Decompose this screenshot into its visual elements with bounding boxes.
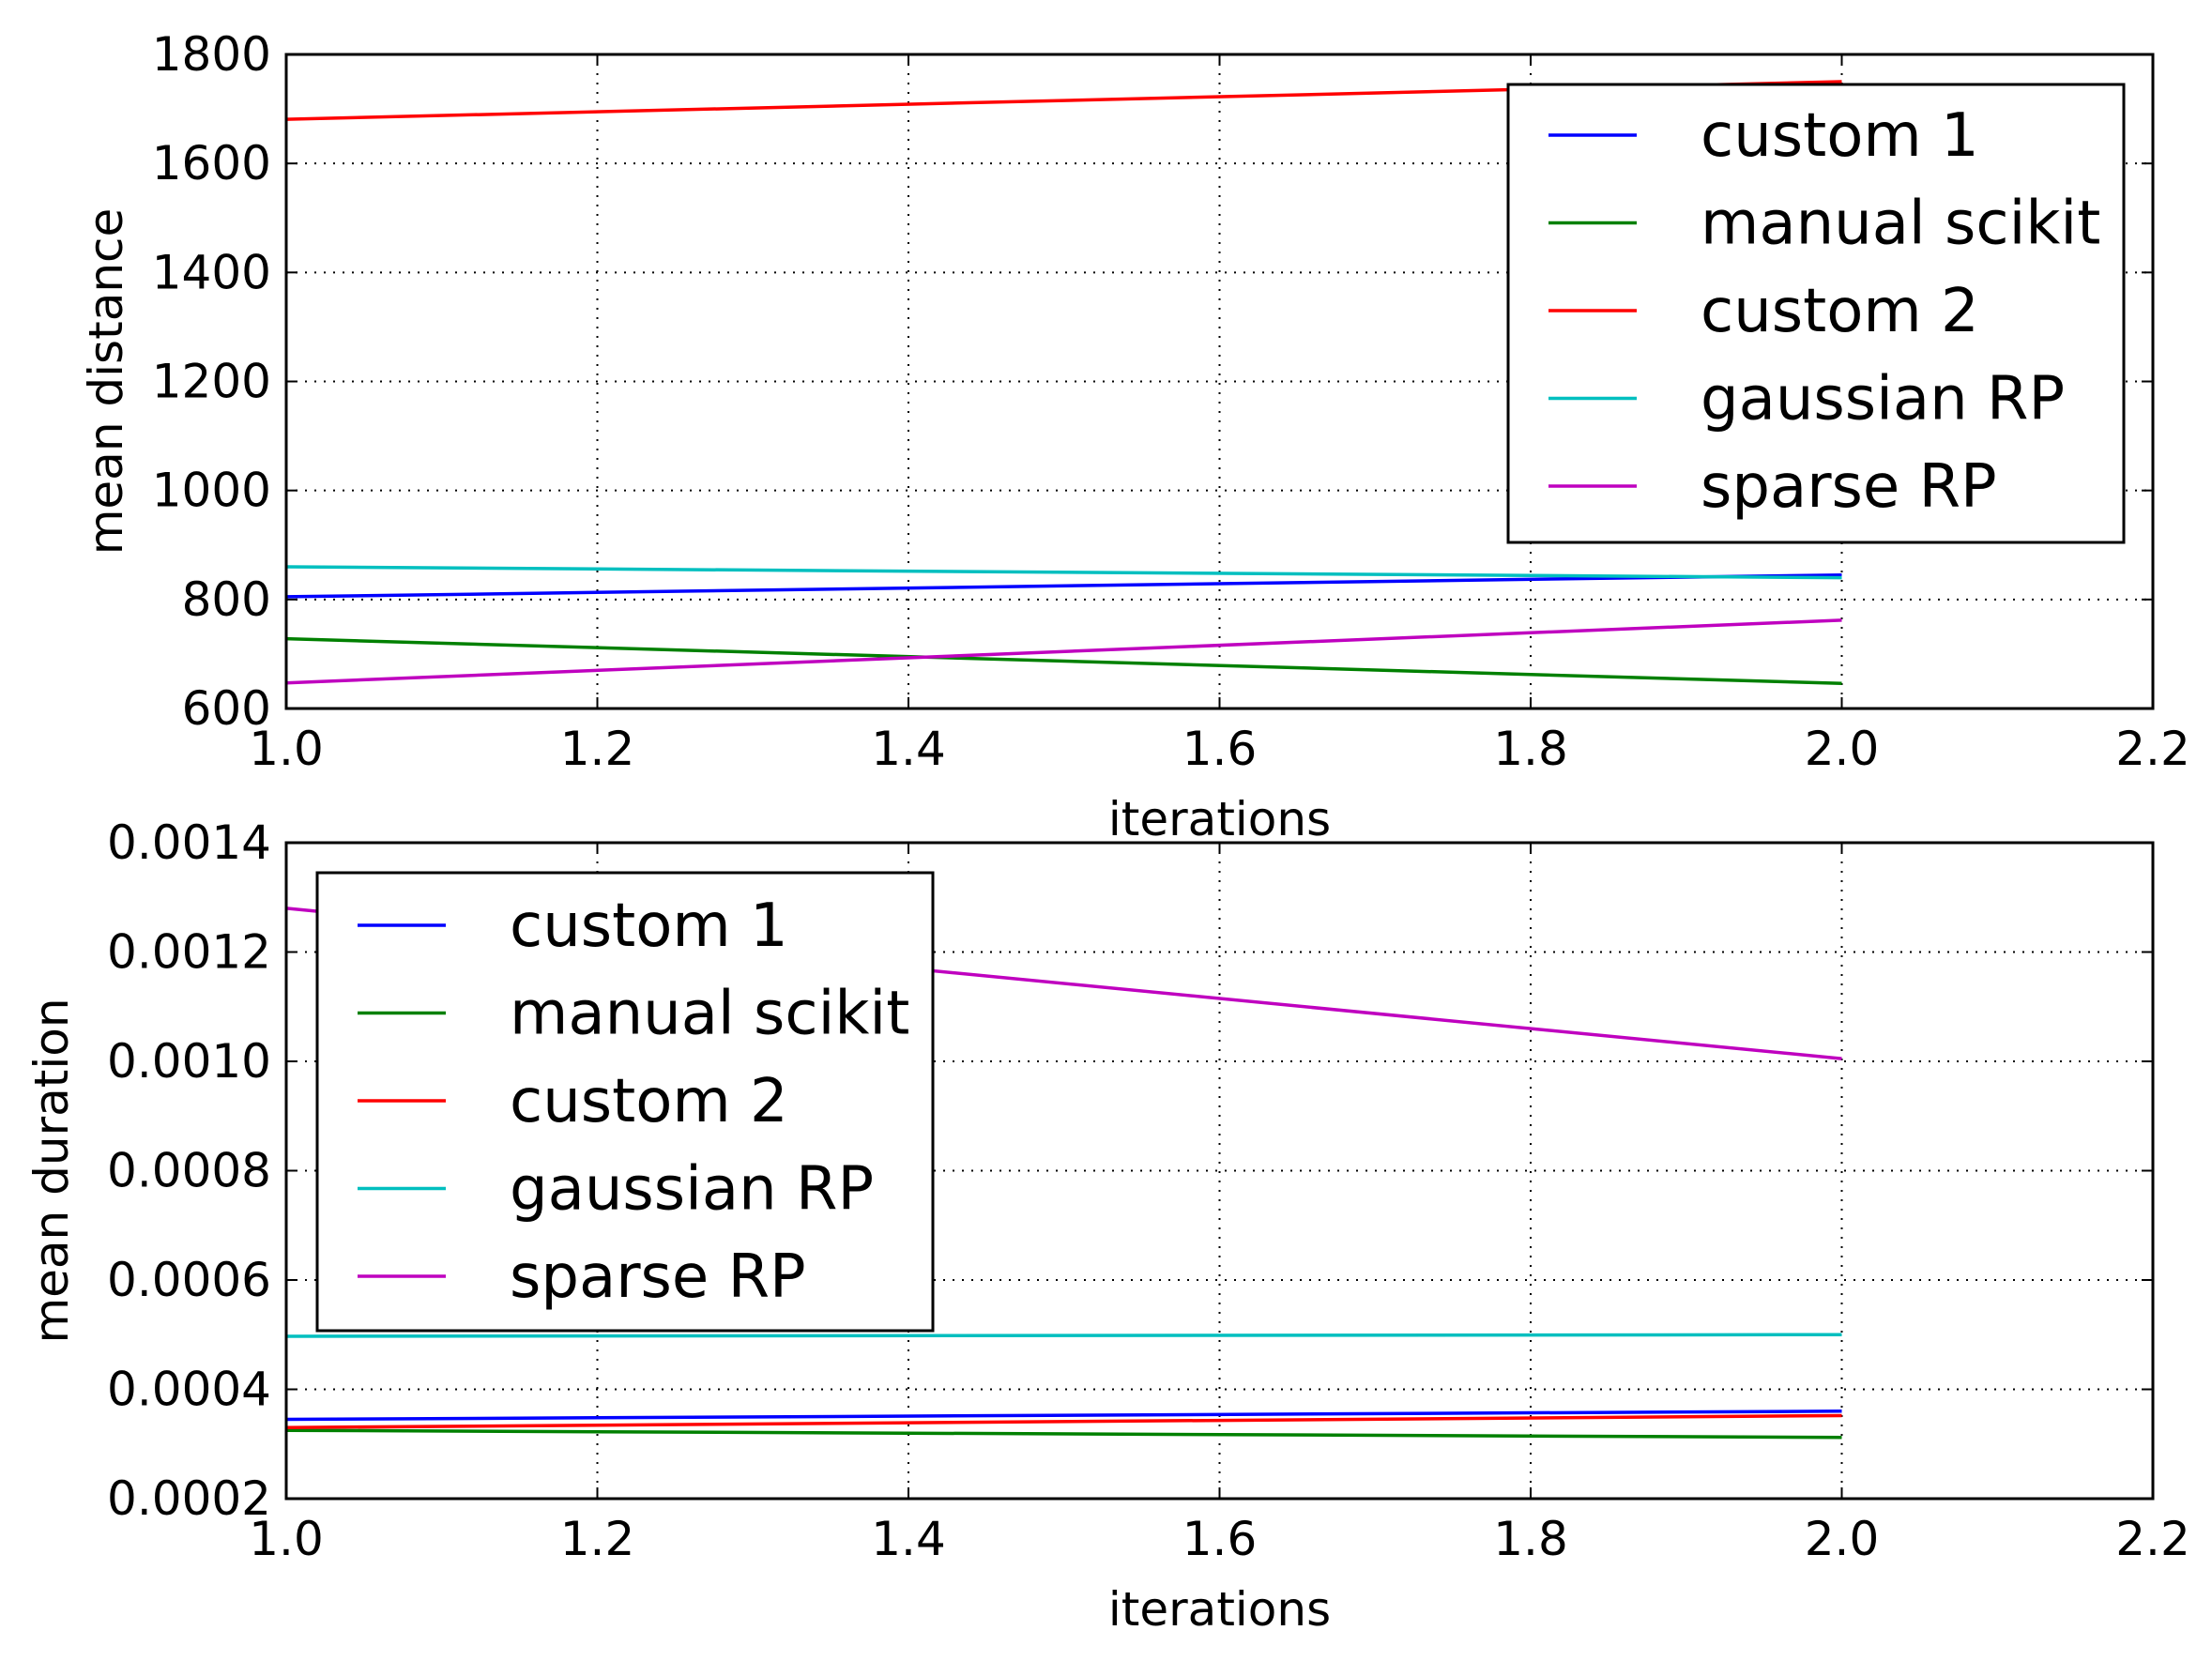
series-line-custom-1 <box>285 572 1842 599</box>
ticks: 1.0 1.2 1.4 1.6 1.8 2.0 2.2 0.0002 0.0004 0.0006 0… <box>107 815 2190 1566</box>
y-tick-label: 0.0014 <box>107 815 271 870</box>
legend-entry-label: custom 2 <box>1701 277 1979 346</box>
x-tick-label: 2.0 <box>1805 1512 1880 1566</box>
y-tick-label: 800 <box>182 572 271 627</box>
legend-box <box>1506 83 2126 544</box>
x-tick-label: 1.6 <box>1182 722 1258 776</box>
y-axis-label: mean distance <box>79 208 133 556</box>
legend-entry-label: custom 1 <box>1701 101 1979 171</box>
series-line-manual-scikit <box>285 636 1842 686</box>
y-tick-label: 0.0008 <box>107 1144 271 1198</box>
legend-entry-label: sparse RP <box>510 1242 806 1312</box>
x-tick-label: 1.4 <box>871 1512 946 1566</box>
legend-entry-label: custom 2 <box>510 1067 788 1136</box>
y-tick-label: 1000 <box>152 464 271 518</box>
legend: custom 1 manual scikit custom 2 gaussian RP… <box>315 871 935 1333</box>
series-line-custom-1 <box>285 1410 1842 1422</box>
series-line-manual-scikit <box>285 1428 1842 1440</box>
x-tick-label: 1.0 <box>249 1512 324 1566</box>
y-tick-label: 1800 <box>152 27 271 82</box>
x-axis-label: iterations <box>1108 1582 1331 1637</box>
x-tick-label: 1.8 <box>1493 1512 1568 1566</box>
x-tick-label: 1.0 <box>249 722 324 776</box>
ticks: 1.0 1.2 1.4 1.6 1.8 2.0 2.2 600 800 1000 1200 1400 1… <box>152 27 2190 776</box>
x-tick-label: 1.6 <box>1182 1512 1258 1566</box>
legend-entry-label: manual scikit <box>1701 190 2100 259</box>
legend-entry-label: sparse RP <box>1701 452 1997 522</box>
legend-entry-label: manual scikit <box>510 980 909 1049</box>
series-line-gaussian-rp <box>285 1333 1842 1338</box>
grid <box>286 54 2153 709</box>
legend-entry-label: gaussian RP <box>510 1155 874 1225</box>
y-tick-label: 0.0002 <box>107 1471 271 1526</box>
x-tick-label: 1.2 <box>560 1512 635 1566</box>
y-tick-label: 1600 <box>152 136 271 190</box>
y-tick-label: 0.0010 <box>107 1034 271 1089</box>
y-tick-label: 600 <box>182 681 271 736</box>
x-tick-label: 2.2 <box>2115 722 2190 776</box>
y-tick-label: 1200 <box>152 355 271 409</box>
x-axis-label: iterations <box>1108 792 1331 846</box>
distance-chart-panel: 1.0 1.2 1.4 1.6 1.8 2.0 2.2 600 800 1000 1200 1400 1… <box>79 27 2190 846</box>
legend-box <box>315 871 935 1333</box>
series-line-gaussian-rp <box>285 565 1842 580</box>
y-tick-label: 0.0006 <box>107 1253 271 1307</box>
y-axis-label: mean duration <box>24 998 79 1343</box>
y-tick-label: 1400 <box>152 245 271 299</box>
legend-entry-label: gaussian RP <box>1701 365 2065 434</box>
x-tick-label: 1.2 <box>560 722 635 776</box>
y-tick-label: 0.0004 <box>107 1363 271 1417</box>
y-tick-label: 0.0012 <box>107 925 271 980</box>
series-line-sparse-rp <box>285 618 1842 685</box>
x-tick-label: 2.0 <box>1805 722 1880 776</box>
x-tick-label: 1.4 <box>871 722 946 776</box>
series-line-custom-2 <box>285 1413 1842 1430</box>
x-tick-label: 2.2 <box>2115 1512 2190 1566</box>
x-tick-label: 1.8 <box>1493 722 1568 776</box>
legend: custom 1 manual scikit custom 2 gaussian RP… <box>1506 83 2126 544</box>
legend-entry-label: custom 1 <box>510 891 788 961</box>
duration-chart-panel: 1.0 1.2 1.4 1.6 1.8 2.0 2.2 0.0002 0.0004 0.0006 0… <box>24 815 2190 1637</box>
